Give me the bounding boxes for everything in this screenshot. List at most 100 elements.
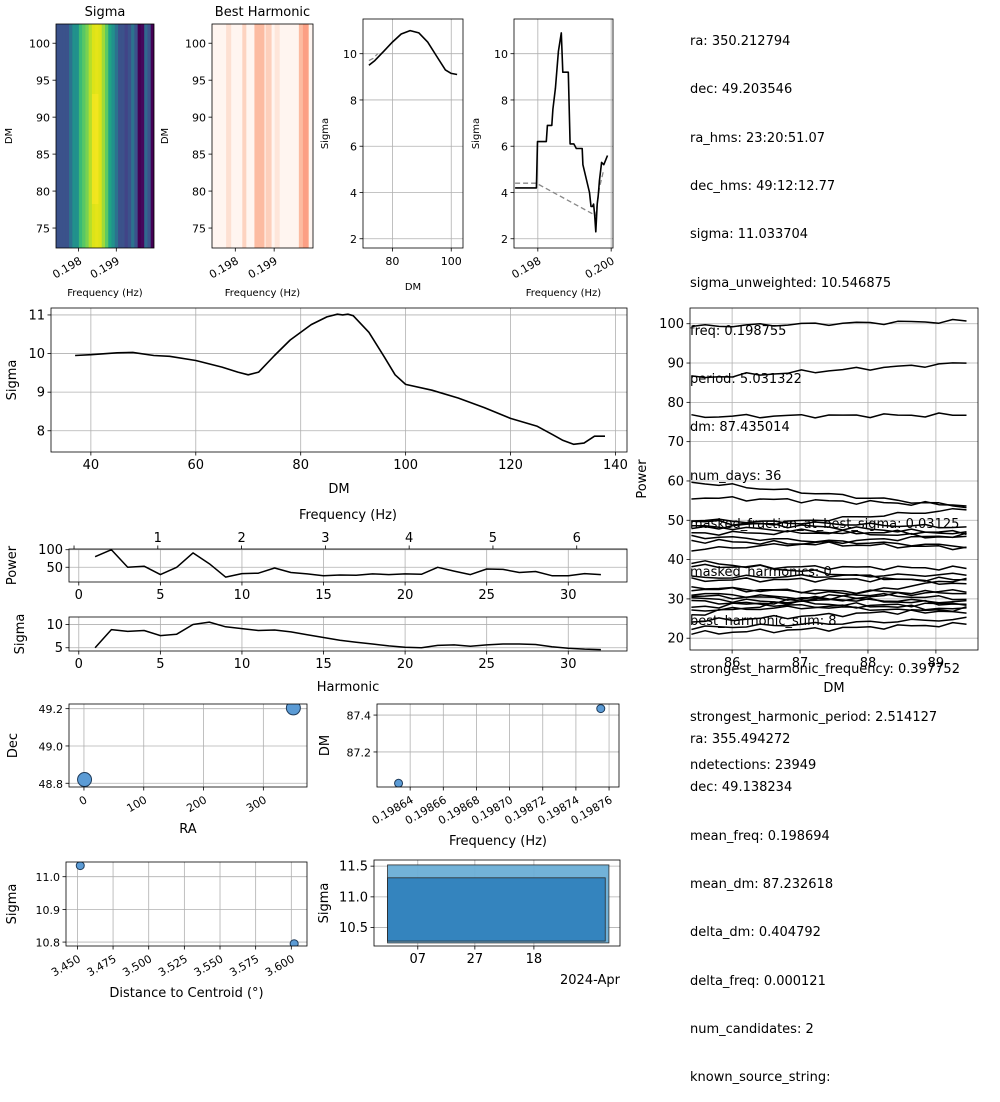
power_vs_dm-ytick-label-7: 90 [667,357,684,372]
sigma_vs_dm-line-0 [75,313,605,446]
sigma_vs_harmonic-xlabel: Harmonic [317,680,379,695]
info-known-source: known_source_string: [690,1070,835,1086]
sigma_vs_freq_small-ytick-label-1: 4 [501,187,508,200]
sigma_vs_dm_small-xlabel: DM [405,282,421,293]
dec_vs_ra-xtick-label-1: 100 [125,793,150,815]
sigma_vs_dm_small-xtick-label-0: 80 [385,255,399,268]
power_vs_dm-xlabel: DM [823,681,844,696]
power_vs_harmonic-ylabel: Power [5,545,20,585]
sigma_vs_dm_small-ylabel: Sigma [320,118,331,149]
power_vs_dm-xtick-label-0: 86 [724,656,741,671]
sigma_vs_date-plot-area [374,860,620,946]
sigma-heatmap-column-3 [65,24,70,248]
sigma-heatmap-column-5 [72,24,77,248]
sigma-heatmap-column-18 [114,24,119,248]
sigma_vs_freq_small-line-1 [515,32,609,233]
harmonic-heatmap-stripe-3 [265,24,272,248]
power_vs_harmonic-frame [68,548,628,583]
dec_vs_ra-ytick-label-1: 49.0 [39,740,64,753]
best_harmonic_heatmap-ytick-label-5: 100 [185,38,206,51]
sigma_vs_dm-xtick-label-1: 60 [188,458,205,473]
dec-ra-point-0 [77,772,93,787]
best_harmonic_heatmap-ytick-label-1: 80 [192,186,206,199]
sigma-heatmap-column-16 [108,24,113,248]
best_harmonic_heatmap-title: Best Harmonic [215,5,310,20]
sigma_vs_harmonic-plot-area [69,617,627,651]
sigma_vs_date-xtick-label-0: 07 [410,952,427,967]
sigma-heatmap-column-21 [124,24,129,248]
best_harmonic_heatmap-ytick-label-4: 95 [192,75,206,88]
dm_vs_freq-plot-area [377,704,619,787]
sigma_vs_dm_small-ytick-label-4: 10 [343,48,357,61]
sigma-date-bar-1 [387,877,606,942]
power-vs-dm-line-27 [691,616,967,631]
sigma_vs_dm_small-ytick-label-1: 4 [350,187,357,200]
sigma_vs_dm_small-frame [362,18,464,249]
sigma_vs_distance-xtick-label-6: 3.600 [263,952,297,979]
sigma_vs_dm-xtick-label-3: 100 [393,458,418,473]
power-vs-dm-line-25 [691,577,967,616]
sigma_vs_dm-xtick-label-0: 40 [83,458,100,473]
power_vs_harmonic-xtick-label-2: 10 [234,588,251,603]
power-vs-dm-line-2 [691,412,967,419]
dm_vs_freq-frame [376,703,620,788]
info-mean-freq: mean_freq: 0.198694 [690,828,830,844]
sigma_heatmap-frame [55,23,155,249]
power_vs_dm-ytick-label-1: 30 [667,592,684,607]
sigma_heatmap-xlabel: Frequency (Hz) [67,288,143,299]
power_vs_harmonic-xtick-label-3: 15 [315,588,332,603]
power-vs-dm-line-5 [691,518,967,529]
dec-ra-point-1 [285,704,301,716]
power_vs_harmonic-top-xtick-label-3: 4 [405,531,413,546]
sigma_heatmap-ytick-label-4: 95 [36,75,50,88]
power_vs_harmonic-top-xtick-label-4: 5 [489,531,497,546]
harmonic-heatmap-stripe-1 [242,24,247,248]
sigma_vs_dm-xtick-label-4: 120 [498,458,523,473]
sigma_vs_freq_small-axes: 0.198 0.200 2 4 6 8 10 Frequency (Hz) Sigma [471,18,617,299]
power-vs-dm-line-8 [691,507,967,530]
info-dec: dec: 49.203546 [690,82,793,98]
sigma-heatmap-column-24 [134,24,139,248]
sigma_vs_freq_small-xlabel: Frequency (Hz) [526,288,602,299]
info-num-days: num_days: 36 [690,468,782,484]
sigma_vs_distance-xtick-label-5: 3.575 [227,952,261,979]
sigma_vs_dm-ytick-label-2: 10 [28,347,45,362]
best_harmonic_heatmap-ytick-label-0: 75 [192,223,206,236]
power_vs_dm-ytick-label-6: 80 [667,396,684,411]
power_vs_dm-frame [689,307,979,651]
sigma-distance-point-0 [75,862,85,871]
power-vs-dm-line-24 [691,602,967,612]
sigma_vs_dm-xlabel: DM [328,482,349,497]
sigma_vs_date-date-offset: 2024-Apr [560,973,621,988]
sigma_vs_date-ytick-label-0: 10.5 [339,921,368,936]
sigma_heatmap-ylabel: DM [4,128,15,144]
sigma-heatmap-column-1 [59,24,64,248]
power_vs_harmonic-top-xtick-label-1: 2 [237,531,245,546]
power_vs_harmonic-top-xtick-label-2: 3 [321,531,329,546]
power-vs-dm-line-23 [691,589,967,609]
harmonic-heatmap-stripe-2 [254,24,265,248]
sigma_vs_distance-xtick-label-0: 3.450 [49,952,83,979]
dec_vs_ra-axes: 0 100 200 300 48.8 49.0 49.2 RA Dec [6,703,308,837]
candidate-info-bottom: ra: 355.494272 dec: 49.138234 mean_freq:… [690,700,835,1102]
sigma_vs_date-ytick-label-2: 11.5 [339,860,368,875]
power_vs_harmonic-xtick-label-0: 0 [75,588,83,603]
power-vs-dm-line-12 [691,532,967,552]
best_harmonic_heatmap-axes: 0.198 0.199 75 80 85 90 95 100 Best Harmonic Freq… [160,5,314,299]
sigma-heatmap-column-27 [144,24,149,248]
power_vs_harmonic-xtick-label-6: 30 [560,588,577,603]
sigma_vs_dm_small-ytick-label-2: 6 [350,141,357,154]
power-vs-dm-line-9 [691,529,967,536]
info-masked-fraction: masked_fraction_at_best_sigma: 0.03125 [690,517,960,532]
info-dec-hms: dec_hms: 49:12:12.77 [690,179,836,195]
sigma_vs_dm-xtick-label-5: 140 [603,458,628,473]
power_vs_dm-axes: 86 87 88 89 20 30 40 50 60 70 80 90 100 DM Power [635,307,979,696]
dec_vs_ra-ytick-label-0: 48.8 [39,778,64,791]
sigma_vs_harmonic-ytick-label-1: 10 [46,618,63,633]
sigma_vs_freq_small-ytick-label-2: 6 [501,141,508,154]
sigma_vs_harmonic-ytick-label-0: 5 [55,641,63,656]
info-num-candidates: num_candidates: 2 [690,1021,814,1037]
sigma_heatmap-axes: 0.198 0.199 75 80 85 90 95 100 Sigma Frequency (H… [4,5,155,299]
sigma_vs_dm_small-plot-area [363,19,463,248]
